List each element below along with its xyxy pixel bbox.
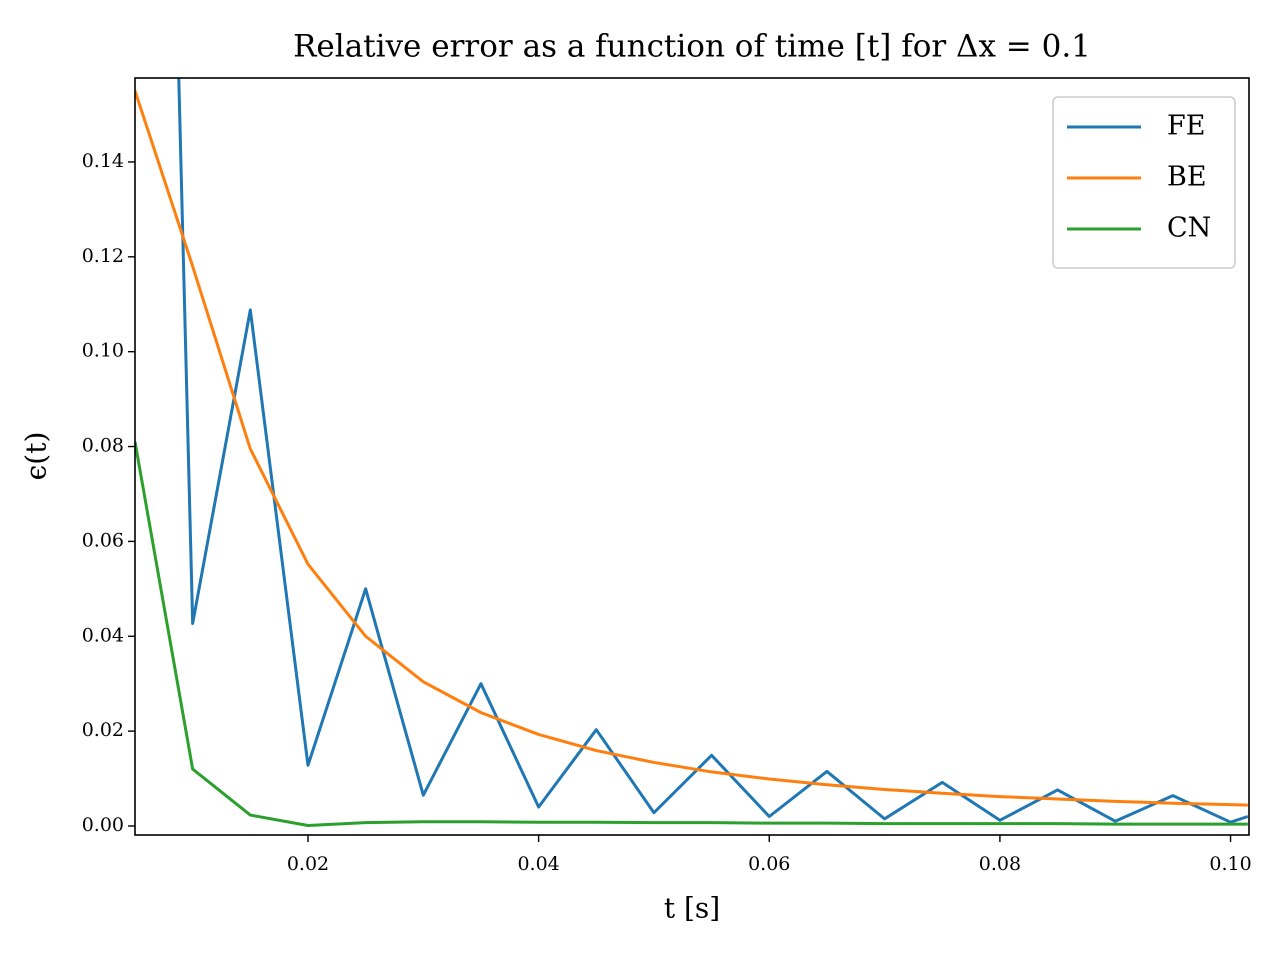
y-tick-label: 0.12 bbox=[82, 245, 124, 267]
y-tick-label: 0.08 bbox=[82, 435, 124, 457]
x-tick-label: 0.10 bbox=[1209, 853, 1251, 875]
legend-label: FE bbox=[1167, 111, 1205, 142]
series-line bbox=[135, 90, 1248, 807]
x-tick-label: 0.06 bbox=[748, 853, 790, 875]
y-tick-label: 0.10 bbox=[82, 340, 124, 362]
x-tick-label: 0.08 bbox=[979, 853, 1021, 875]
chart-title: Relative error as a function of time [t]… bbox=[293, 29, 1091, 65]
legend-label: BE bbox=[1167, 162, 1207, 193]
plot-frame bbox=[134, 77, 1250, 836]
y-tick-label: 0.04 bbox=[82, 624, 124, 646]
x-tick-label: 0.04 bbox=[517, 853, 559, 875]
ticks: 0.02 0.04 0.06 0.08 0.10 0.00 0.02 0.04 0.06 0.08… bbox=[82, 150, 1252, 875]
series-line bbox=[135, 441, 1248, 828]
y-tick-label: 0.14 bbox=[82, 150, 124, 172]
legend-label: CN bbox=[1167, 213, 1211, 244]
legend-box bbox=[1052, 96, 1236, 269]
x-axis-label: t [s] bbox=[664, 892, 720, 925]
y-tick-label: 0.02 bbox=[82, 719, 124, 741]
plot-lines bbox=[135, 78, 1249, 828]
legend: FE BE CN bbox=[1052, 96, 1236, 269]
y-axis-label: ϵ(t) bbox=[20, 432, 53, 481]
y-tick-label: 0.06 bbox=[82, 529, 124, 551]
x-tick-label: 0.02 bbox=[287, 853, 329, 875]
series-line bbox=[177, 78, 1249, 824]
y-tick-label: 0.00 bbox=[82, 814, 124, 836]
